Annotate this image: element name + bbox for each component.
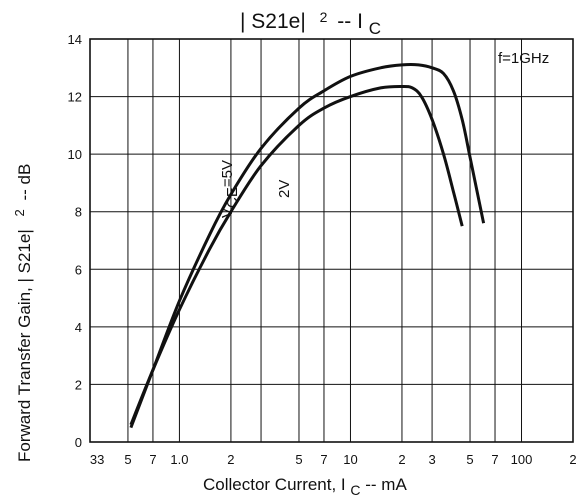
plot-frame	[89, 38, 574, 443]
series-line-1	[129, 84, 464, 426]
series-label-vce-subscript: CE	[224, 187, 241, 208]
x-tick-label-11: 7	[491, 452, 498, 467]
plot-area: VCE=5V 2V f=1GHz	[89, 38, 574, 443]
x-tick-labels: 33 5 7 1.0 2 5 7 10 2 3 5 7 100 2	[90, 452, 577, 467]
x-tick-label-3: 1.0	[170, 452, 188, 467]
series-label-vce-main: V	[219, 208, 236, 218]
series-lines	[129, 63, 486, 429]
x-axis-label-main: Collector Current, I	[203, 475, 346, 494]
y-axis-label-main: Forward Transfer Gain, | S21e|	[15, 229, 34, 462]
x-tick-label-8: 2	[398, 452, 405, 467]
grid	[90, 39, 573, 442]
y-axis-label-superscript: 2	[12, 209, 27, 216]
y-tick-label-2: 4	[75, 320, 82, 335]
series-label-vce-value: =5V	[219, 160, 236, 187]
x-axis-label: Collector Current, I C -- mA	[203, 475, 407, 499]
x-tick-label-13: 2	[569, 452, 576, 467]
chart-title: | S21e| 2 -- I C	[240, 4, 381, 38]
series-label-vce-5v: VCE=5V	[219, 160, 241, 218]
x-tick-label-0: 33	[90, 452, 104, 467]
chart-title-main: | S21e|	[240, 10, 306, 33]
x-axis-label-subscript: C	[350, 482, 360, 498]
x-tick-label-1: 5	[124, 452, 131, 467]
y-axis-label: Forward Transfer Gain, | S21e| 2 -- dB	[9, 164, 34, 462]
y-tick-label-0: 0	[75, 435, 82, 450]
y-tick-label-7: 14	[68, 32, 82, 47]
y-tick-label-5: 10	[68, 147, 82, 162]
x-tick-label-6: 7	[320, 452, 327, 467]
x-tick-label-7: 10	[343, 452, 357, 467]
y-tick-label-3: 6	[75, 262, 82, 277]
series-label-2v: 2V	[276, 180, 293, 198]
y-axis-label-unit: -- dB	[15, 164, 34, 201]
x-axis-label-unit: -- mA	[365, 475, 407, 494]
x-tick-label-2: 7	[149, 452, 156, 467]
y-tick-labels: 0 2 4 6 8 10 12 14	[68, 32, 82, 450]
x-tick-label-10: 5	[466, 452, 473, 467]
x-tick-label-9: 3	[428, 452, 435, 467]
x-tick-label-5: 5	[295, 452, 302, 467]
chart-title-current-symbol: -- I	[337, 10, 363, 33]
y-tick-label-4: 8	[75, 205, 82, 220]
chart-title-superscript: 2	[320, 9, 328, 25]
series-line-0	[129, 63, 486, 429]
x-tick-label-4: 2	[227, 452, 234, 467]
x-tick-label-12: 100	[511, 452, 533, 467]
y-tick-label-6: 12	[68, 90, 82, 105]
chart-title-subscript: C	[369, 19, 381, 38]
series-labels: VCE=5V 2V	[219, 160, 293, 218]
y-tick-label-1: 2	[75, 377, 82, 392]
condition-label: f=1GHz	[498, 50, 549, 67]
